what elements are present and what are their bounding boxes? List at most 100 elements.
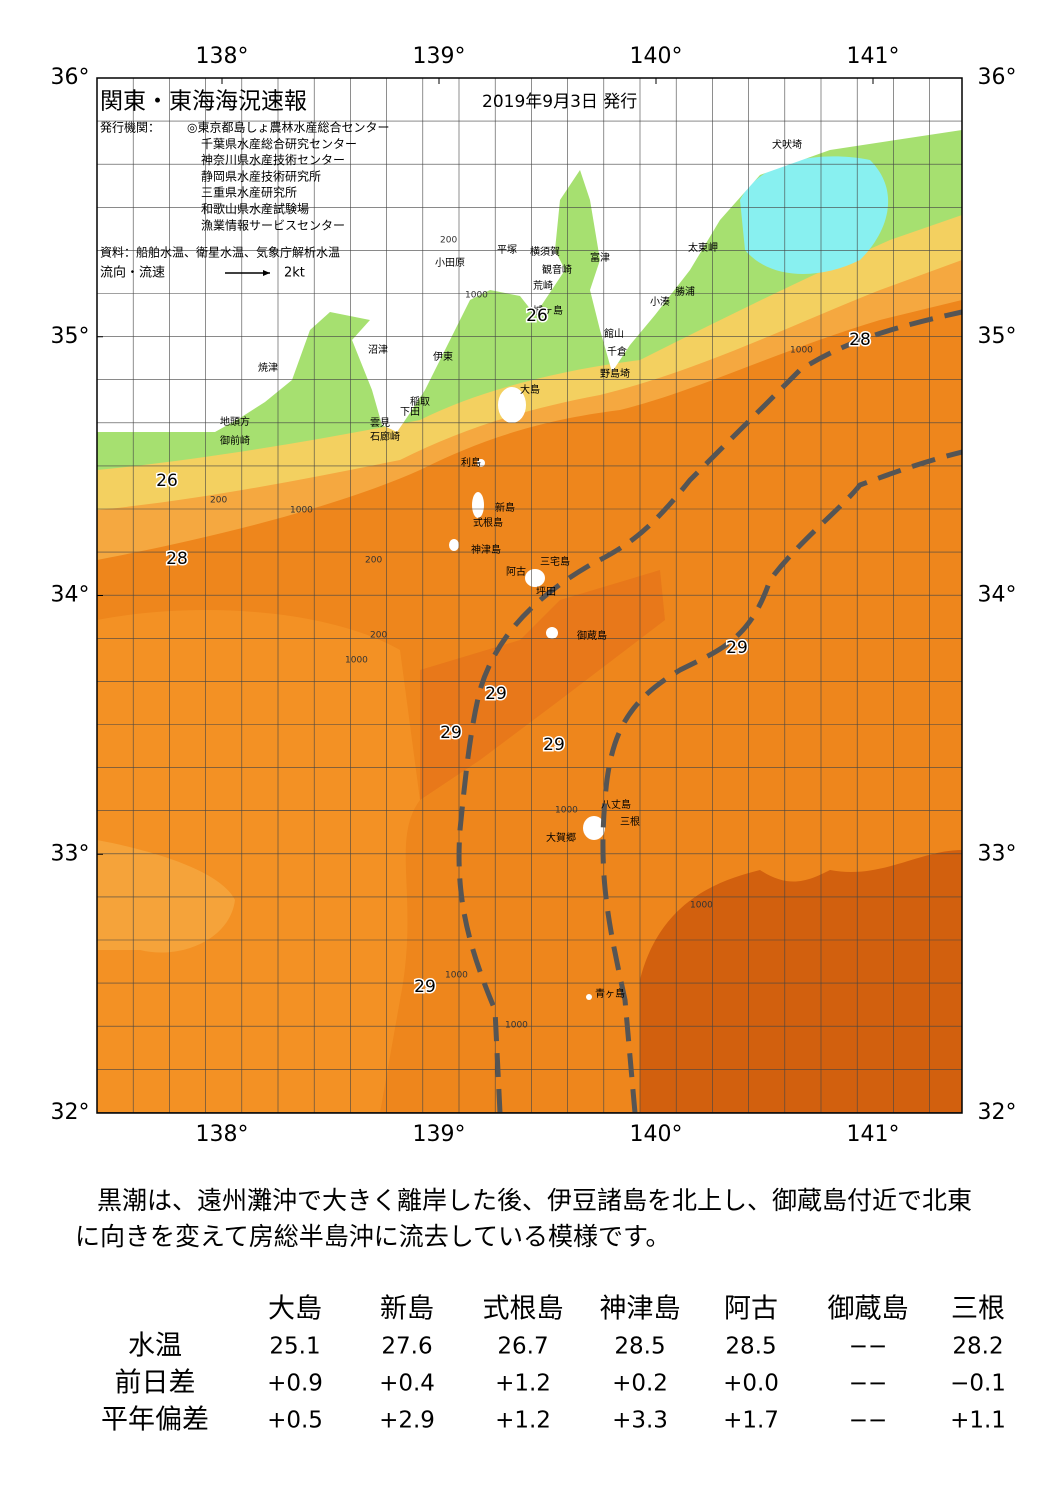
place-label: 富津 [590, 251, 610, 264]
depth-label: 200 [210, 496, 227, 506]
island [586, 994, 592, 1000]
place-label: 御蔵島 [577, 629, 607, 642]
lat-label: 35° [978, 324, 1017, 349]
place-label: 観音崎 [542, 263, 572, 276]
place-label: 下田 [400, 407, 420, 418]
lat-label: 36° [51, 65, 90, 90]
lat-label: 32° [51, 1100, 90, 1125]
table-cell: +1.7 [723, 1408, 779, 1434]
place-label: 小湊 [650, 295, 670, 308]
grid [97, 78, 962, 1113]
island [477, 459, 485, 467]
table-cell: 28.5 [725, 1334, 776, 1360]
lon-label: 138° [196, 1122, 249, 1147]
isotherm-label: 28 [849, 330, 871, 350]
lon-label: 139° [413, 1122, 466, 1147]
isotherm-label: 29 [485, 684, 507, 704]
depth-label: 1000 [690, 901, 713, 911]
kuroshio-axis [600, 449, 962, 1113]
table-cell: 27.6 [381, 1334, 432, 1360]
place-label: 勝浦 [675, 285, 695, 298]
issuer: ◎東京都島しょ農林水産総合センター [187, 120, 389, 135]
description: に向きを変えて房総半島沖に流去している模様です。 [75, 1222, 671, 1251]
table-cell: +0.9 [267, 1371, 323, 1397]
issuer: 神奈川県水産技術センター [201, 152, 345, 167]
depth-label: 200 [370, 631, 387, 641]
lat-label: 34° [51, 583, 90, 608]
row-label: 平年偏差 [101, 1405, 209, 1436]
isotherm-label: 29 [414, 977, 436, 997]
place-label: 三宅島 [540, 555, 570, 568]
table-header: 御蔵島 [828, 1294, 909, 1325]
island [472, 492, 484, 518]
island [583, 816, 605, 840]
place-label: 青ヶ島 [595, 987, 625, 1000]
description: 黒潮は、遠州灘沖で大きく離岸した後、伊豆諸島を北上し、御蔵島付近で北東 [97, 1186, 972, 1215]
warm-zone [640, 850, 962, 1113]
place-label: 大賀郷 [546, 831, 576, 844]
table-cell: +0.5 [267, 1408, 323, 1434]
lon-label: 140° [630, 1122, 683, 1147]
place-label: 沼津 [368, 343, 388, 356]
map-title: 関東・東海海況速報 [100, 89, 307, 115]
table-header: 三根 [951, 1294, 1005, 1325]
table-cell: −− [849, 1371, 888, 1397]
depth-label: 1000 [290, 506, 313, 516]
lon-label: 140° [630, 44, 683, 69]
place-label: 小田原 [435, 257, 465, 269]
table-cell: −− [849, 1408, 888, 1434]
place-label: 焼津 [258, 362, 278, 374]
island [498, 387, 526, 423]
issuer: 三重県水産研究所 [201, 185, 297, 200]
lon-label: 138° [196, 44, 249, 69]
table-header: 阿古 [724, 1294, 778, 1325]
table-header: 新島 [380, 1294, 434, 1325]
lat-label: 35° [51, 324, 90, 349]
sea-zone [97, 840, 235, 953]
place-label: 大島 [520, 383, 540, 396]
depth-label: 200 [440, 236, 457, 246]
sea-zone [97, 610, 420, 1113]
place-label: 三根 [620, 815, 640, 828]
place-label: 御前崎 [220, 434, 250, 447]
lat-label: 33° [51, 841, 90, 866]
issue-date: 2019年9月3日 発行 [482, 92, 637, 112]
row-label: 水温 [128, 1331, 182, 1362]
depth-label: 1000 [555, 806, 578, 816]
place-label: 石廊崎 [370, 430, 400, 443]
place-label: 千倉 [607, 345, 627, 358]
isotherm-label: 29 [440, 723, 462, 743]
row-label: 前日差 [115, 1368, 196, 1399]
place-label: 八丈島 [601, 798, 631, 811]
isotherm-label: 26 [156, 471, 178, 491]
table-cell: −− [849, 1334, 888, 1360]
lat-label: 33° [978, 841, 1017, 866]
place-label: 犬吠埼 [772, 138, 802, 151]
place-label: 横須賀 [530, 245, 560, 258]
table-cell: −0.1 [950, 1371, 1006, 1397]
cold-water [740, 156, 889, 274]
place-label: 坪田 [536, 585, 556, 598]
lat-label: 36° [978, 65, 1017, 90]
lon-label: 141° [847, 1122, 900, 1147]
issuer: 千葉県水産総合研究センター [201, 136, 357, 151]
isotherm-label: 28 [166, 549, 188, 569]
place-label: 太東岬 [688, 241, 718, 254]
table-cell: +1.2 [495, 1371, 551, 1397]
island [449, 539, 459, 551]
place-label: 野島埼 [600, 367, 630, 380]
place-label: 地頭方 [220, 415, 250, 428]
lat-label: 32° [978, 1100, 1017, 1125]
flow-legend-arrowhead [263, 270, 270, 276]
depth-label: 1000 [790, 346, 813, 356]
place-label: 神津島 [471, 543, 501, 556]
table-cell: +1.1 [950, 1408, 1006, 1434]
table-cell: +0.0 [723, 1371, 779, 1397]
flow-legend-label: 流向・流速 [100, 265, 165, 281]
place-label: 伊東 [433, 350, 453, 363]
issuer: 漁業情報サービスセンター [201, 218, 345, 232]
table-cell: 26.7 [497, 1334, 548, 1360]
place-label: 利島 [461, 456, 481, 469]
